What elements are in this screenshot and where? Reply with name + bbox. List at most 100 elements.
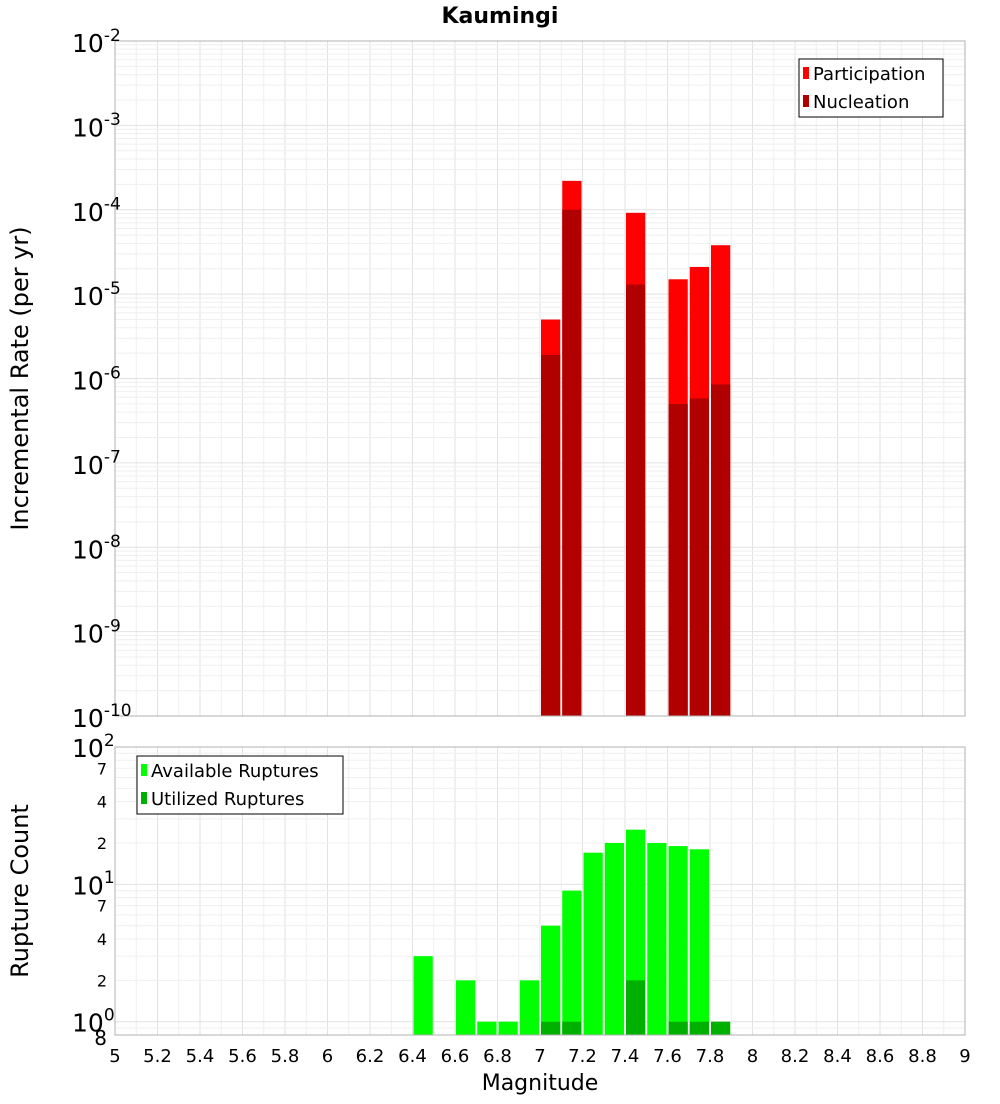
bar — [711, 384, 731, 716]
y-tick-label-exponent: -9 — [104, 616, 121, 636]
bar — [562, 209, 582, 716]
y-tick-label: 100 — [72, 1005, 115, 1037]
bar — [626, 284, 646, 716]
y-tick-label: 2 — [97, 971, 107, 990]
y-tick-label: 2 — [97, 834, 107, 853]
legend-label: Nucleation — [813, 92, 909, 113]
x-tick-labels: 5 5.2 5.4 5.6 5.8 6 6.2 6.4 6.6 6.8 7 7.2 7.4 7.6 7.8 8… — [109, 1046, 970, 1067]
bar — [541, 925, 561, 1035]
plot-frame — [114, 746, 966, 1036]
legend-swatch — [803, 95, 809, 107]
bar — [711, 1021, 731, 1035]
x-tick-label: 7.2 — [568, 1046, 597, 1067]
legend: Available Ruptures Utilized Ruptures — [136, 755, 344, 815]
x-tick-label: 5.8 — [271, 1046, 300, 1067]
grid — [114, 40, 966, 717]
bar — [562, 1021, 582, 1035]
legend-box — [798, 58, 944, 118]
x-tick-label: 7.6 — [653, 1046, 682, 1067]
bar — [604, 843, 624, 1035]
y-tick-label-exponent: -8 — [104, 532, 121, 552]
y-tick-label: 10-9 — [72, 616, 121, 648]
x-axis-label: Magnitude — [482, 1071, 599, 1096]
y-tick-label: 10-10 — [72, 701, 132, 733]
y-tick-label-text: 10-2 — [72, 26, 121, 58]
y-tick-label-text: 102 — [72, 731, 115, 763]
bar — [456, 980, 476, 1035]
bar — [541, 1021, 561, 1035]
legend-swatch — [141, 764, 147, 776]
y-tick-label-base: 10 — [72, 1009, 104, 1038]
y-tick-label-exponent: -3 — [104, 110, 121, 130]
y-tick-label-base: 10 — [72, 113, 104, 142]
x-tick-label: 8.8 — [908, 1046, 937, 1067]
chart-title: Kaumingi — [442, 4, 559, 29]
y-tick-label-base: 10 — [72, 282, 104, 311]
y-tick-label-text: 10-6 — [72, 363, 121, 395]
x-tick-label: 6.2 — [356, 1046, 385, 1067]
y-tick-label: 10-7 — [72, 448, 121, 480]
legend-label: Utilized Ruptures — [151, 789, 304, 810]
series-utilized-ruptures — [541, 980, 731, 1035]
bar — [519, 980, 539, 1035]
x-tick-label: 7 — [534, 1046, 545, 1067]
legend-box — [136, 755, 344, 815]
y-tick-label-base: 10 — [72, 367, 104, 396]
y-tick-label-text: 10-5 — [72, 279, 121, 311]
y-tick-label: 10-6 — [72, 363, 121, 395]
x-tick-label: 5.2 — [143, 1046, 172, 1067]
y-tick-label: 7 — [97, 897, 107, 916]
grid — [114, 746, 966, 1036]
y-tick-label-exponent: -7 — [104, 448, 121, 468]
x-tick-label: 5.6 — [228, 1046, 257, 1067]
y-tick-label-exponent: -4 — [104, 195, 121, 215]
y-tick-label-base: 10 — [72, 535, 104, 564]
legend-swatch — [141, 792, 147, 804]
bar — [689, 398, 709, 716]
x-tick-label: 8.6 — [866, 1046, 895, 1067]
legend-label: Available Ruptures — [151, 761, 319, 782]
y-tick-label-base: 10 — [72, 198, 104, 227]
x-tick-label: 6 — [322, 1046, 333, 1067]
y-tick-label: 10-4 — [72, 195, 121, 227]
rate-plot: 10-1010-910-810-710-610-510-410-310-2Inc… — [6, 4, 966, 733]
x-tick-label: 6.4 — [398, 1046, 427, 1067]
y-tick-label: 8 — [94, 1026, 107, 1050]
x-tick-label: 8.2 — [781, 1046, 810, 1067]
y-tick-label-exponent: -6 — [104, 363, 121, 383]
y-tick-label: 10-5 — [72, 279, 121, 311]
y-tick-label-text: 10-10 — [72, 701, 132, 733]
x-tick-label: 6.6 — [441, 1046, 470, 1067]
y-tick-label-text: 10-8 — [72, 532, 121, 564]
y-tick-label-base: 10 — [72, 29, 104, 58]
y-tick-label-base: 10 — [72, 704, 104, 733]
y-tick-label: 4 — [97, 793, 107, 812]
x-tick-label: 5 — [109, 1046, 120, 1067]
y-tick-label-base: 10 — [72, 451, 104, 480]
x-tick-label: 5.4 — [186, 1046, 215, 1067]
y-tick-label-text: 10-4 — [72, 195, 121, 227]
x-tick-label: 7.8 — [696, 1046, 725, 1067]
x-tick-label: 8 — [747, 1046, 758, 1067]
y-tick-label-exponent: -10 — [104, 701, 132, 721]
series-available-ruptures — [413, 829, 709, 1035]
legend-swatch — [803, 67, 809, 79]
bar — [668, 846, 688, 1035]
y-tick-label-exponent: -2 — [104, 26, 121, 46]
series-nucleation — [541, 209, 731, 716]
y-tick-label: 10-2 — [72, 26, 121, 58]
x-tick-label: 7.4 — [611, 1046, 640, 1067]
y-tick-label-exponent: -5 — [104, 279, 121, 299]
y-tick-label: 101 — [72, 868, 115, 900]
bar — [626, 980, 646, 1035]
bar — [477, 1021, 497, 1035]
y-tick-label-text: 101 — [72, 868, 115, 900]
legend: Participation Nucleation — [798, 58, 944, 118]
y-tick-label-text: 10-3 — [72, 110, 121, 142]
y-tick-label: 102 — [72, 731, 115, 763]
y-axis-label: Rupture Count — [6, 804, 34, 978]
